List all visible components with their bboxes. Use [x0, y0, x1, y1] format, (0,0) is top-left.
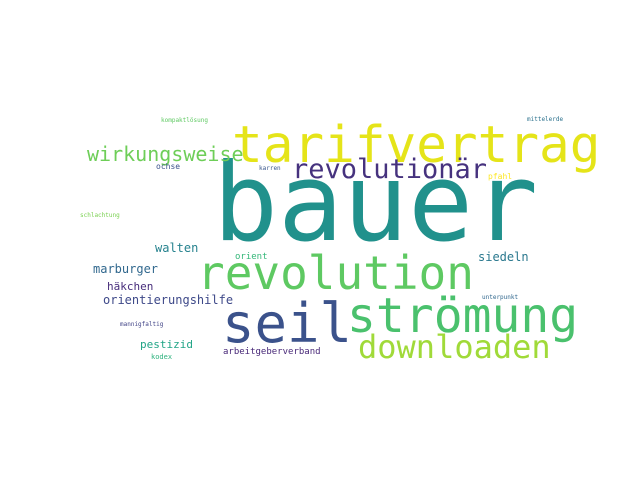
word-haekchen: häkchen [107, 280, 154, 293]
word-siedeln: siedeln [478, 250, 529, 264]
word-pfahl: pfahl [488, 172, 513, 181]
word-schlachtung: schlachtung [80, 212, 120, 219]
word-orientierungshilfe: orientierungshilfe [103, 293, 234, 307]
word-orient: orient [235, 252, 268, 262]
word-mannigfaltig: mannigfaltig [120, 321, 164, 328]
word-karren: karren [259, 165, 281, 172]
word-walten: walten [155, 241, 199, 255]
word-bauer: bauer [213, 141, 539, 266]
word-ochse: ochse [156, 162, 181, 171]
word-revolutionaer: revolutionär [292, 154, 488, 185]
word-kompaktloesung: kompaktlösung [161, 117, 208, 124]
word-revolution: revolution [197, 246, 474, 300]
word-marburger: marburger [93, 262, 159, 276]
word-downloaden: downloaden [358, 328, 551, 366]
word-tarifvertrag: tarifvertrag [232, 116, 601, 175]
word-mittelerde: mittelerde [527, 116, 564, 123]
word-stroemung: strömung [347, 288, 579, 344]
word-wirkungsweise: wirkungsweise [87, 142, 244, 166]
word-kodex: kodex [151, 353, 173, 361]
word-unterpunkt: unterpunkt [482, 294, 519, 301]
word-arbeitgeberverband: arbeitgeberverband [223, 347, 321, 357]
word-pestizid: pestizid [140, 338, 193, 351]
word-seil: seil [222, 292, 353, 355]
